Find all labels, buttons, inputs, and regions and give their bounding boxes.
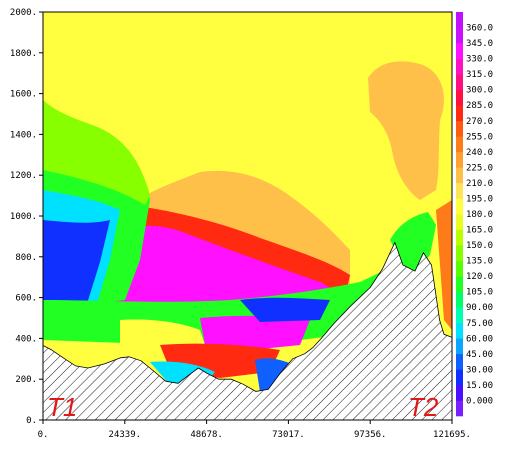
y-tick-label: 1400. [10, 130, 37, 140]
colorbar-label: 360.0 [466, 24, 493, 34]
x-tick-label: 24339. [109, 430, 142, 440]
field-midlayer-blue [240, 297, 330, 322]
colorbar-segment [456, 338, 463, 355]
y-tick-label: 1200. [10, 171, 37, 181]
colorbar-segment [456, 167, 463, 184]
colorbar-label: 60.00 [466, 334, 493, 344]
y-tick-label: 600. [15, 294, 37, 304]
colorbar-segment [456, 384, 463, 401]
colorbar-label: 90.00 [466, 303, 493, 313]
plot-area [43, 12, 452, 420]
field-magenta [108, 225, 338, 308]
terrain-hatch [42, 241, 453, 421]
colorbar-label: 315.0 [466, 70, 493, 80]
colorbar-segment [456, 353, 463, 370]
colorbar-segment [456, 27, 463, 44]
colorbar-segment [456, 43, 463, 59]
y-tick-label: 1000. [10, 212, 37, 222]
field-lightgreen-left [43, 100, 150, 205]
colorbar-label: 150.0 [466, 241, 493, 251]
colorbar-label: 165.0 [466, 226, 493, 236]
colorbar-segment [456, 12, 463, 28]
colorbar-segment [456, 322, 463, 339]
colorbar: 0.000 15.00 30.00 45.00 60.00 75.00 90.00 105.0… [456, 12, 493, 417]
colorbar-segment [456, 136, 463, 153]
colorbar-label: 120.0 [466, 272, 493, 282]
colorbar-label: 225.0 [466, 163, 493, 173]
colorbar-label: 180.0 [466, 210, 493, 220]
y-tick-label: 2000. [10, 8, 37, 18]
colorbar-label: 210.0 [466, 179, 493, 189]
colorbar-segment [456, 229, 463, 246]
y-tick-label: 200. [15, 375, 37, 385]
y-tick-label: 400. [15, 334, 37, 344]
colorbar-segment [456, 74, 463, 90]
annotation-t1: T1 [47, 392, 77, 422]
x-tick-label: 48678. [190, 430, 223, 440]
colorbar-label: 345.0 [466, 39, 493, 49]
field-blue-left [43, 220, 110, 316]
y-tick-label: 1800. [10, 49, 37, 59]
colorbar-label: 135.0 [466, 257, 493, 267]
colorbar-label: 105.0 [466, 288, 493, 298]
colorbar-segment [456, 120, 463, 137]
x-tick-label: 97356. [354, 430, 387, 440]
colorbar-label: 300.0 [466, 86, 493, 96]
colorbar-segment [456, 307, 463, 324]
y-axis: 0. 200. 400. 600. 800. 1000. 1200. 1400. 1600. 18… [10, 8, 43, 426]
x-tick-label: 73017. [272, 430, 305, 440]
colorbar-label: 195.0 [466, 194, 493, 204]
colorbar-segment [456, 276, 463, 292]
colorbar-segment [456, 89, 463, 106]
colorbar-label: 270.0 [466, 117, 493, 127]
colorbar-label: 240.0 [466, 148, 493, 158]
colorbar-segment [456, 105, 463, 122]
field-midlayer-magenta [200, 315, 310, 350]
colorbar-segment [456, 245, 463, 261]
y-tick-label: 800. [15, 253, 37, 263]
colorbar-segment [456, 291, 463, 308]
colorbar-segment [456, 58, 463, 75]
colorbar-label: 330.0 [466, 55, 493, 65]
y-tick-label: 1600. [10, 90, 37, 100]
colorbar-label: 45.00 [466, 350, 493, 360]
colorbar-label: 255.0 [466, 132, 493, 142]
colorbar-segment [456, 151, 463, 168]
colorbar-label: 30.00 [466, 365, 493, 375]
colorbar-segment [456, 400, 463, 417]
x-tick-label: 121695. [433, 430, 471, 440]
colorbar-label: 285.0 [466, 101, 493, 111]
colorbar-segment [456, 260, 463, 277]
y-tick-label: 0. [26, 416, 37, 426]
colorbar-label: 75.00 [466, 319, 493, 329]
x-axis: 0. 24339. 48678. 73017. 97356. 121695. [38, 420, 471, 440]
colorbar-segment [456, 182, 463, 199]
x-tick-label: 0. [38, 430, 49, 440]
colorbar-segment [456, 214, 463, 230]
colorbar-label: 0.000 [466, 396, 493, 406]
field-orange-right [368, 61, 444, 200]
field-right-orange-edge [436, 200, 452, 330]
colorbar-segment [456, 198, 463, 215]
colorbar-label: 15.00 [466, 381, 493, 391]
annotation-t2: T2 [408, 392, 439, 422]
colorbar-segment [456, 369, 463, 386]
